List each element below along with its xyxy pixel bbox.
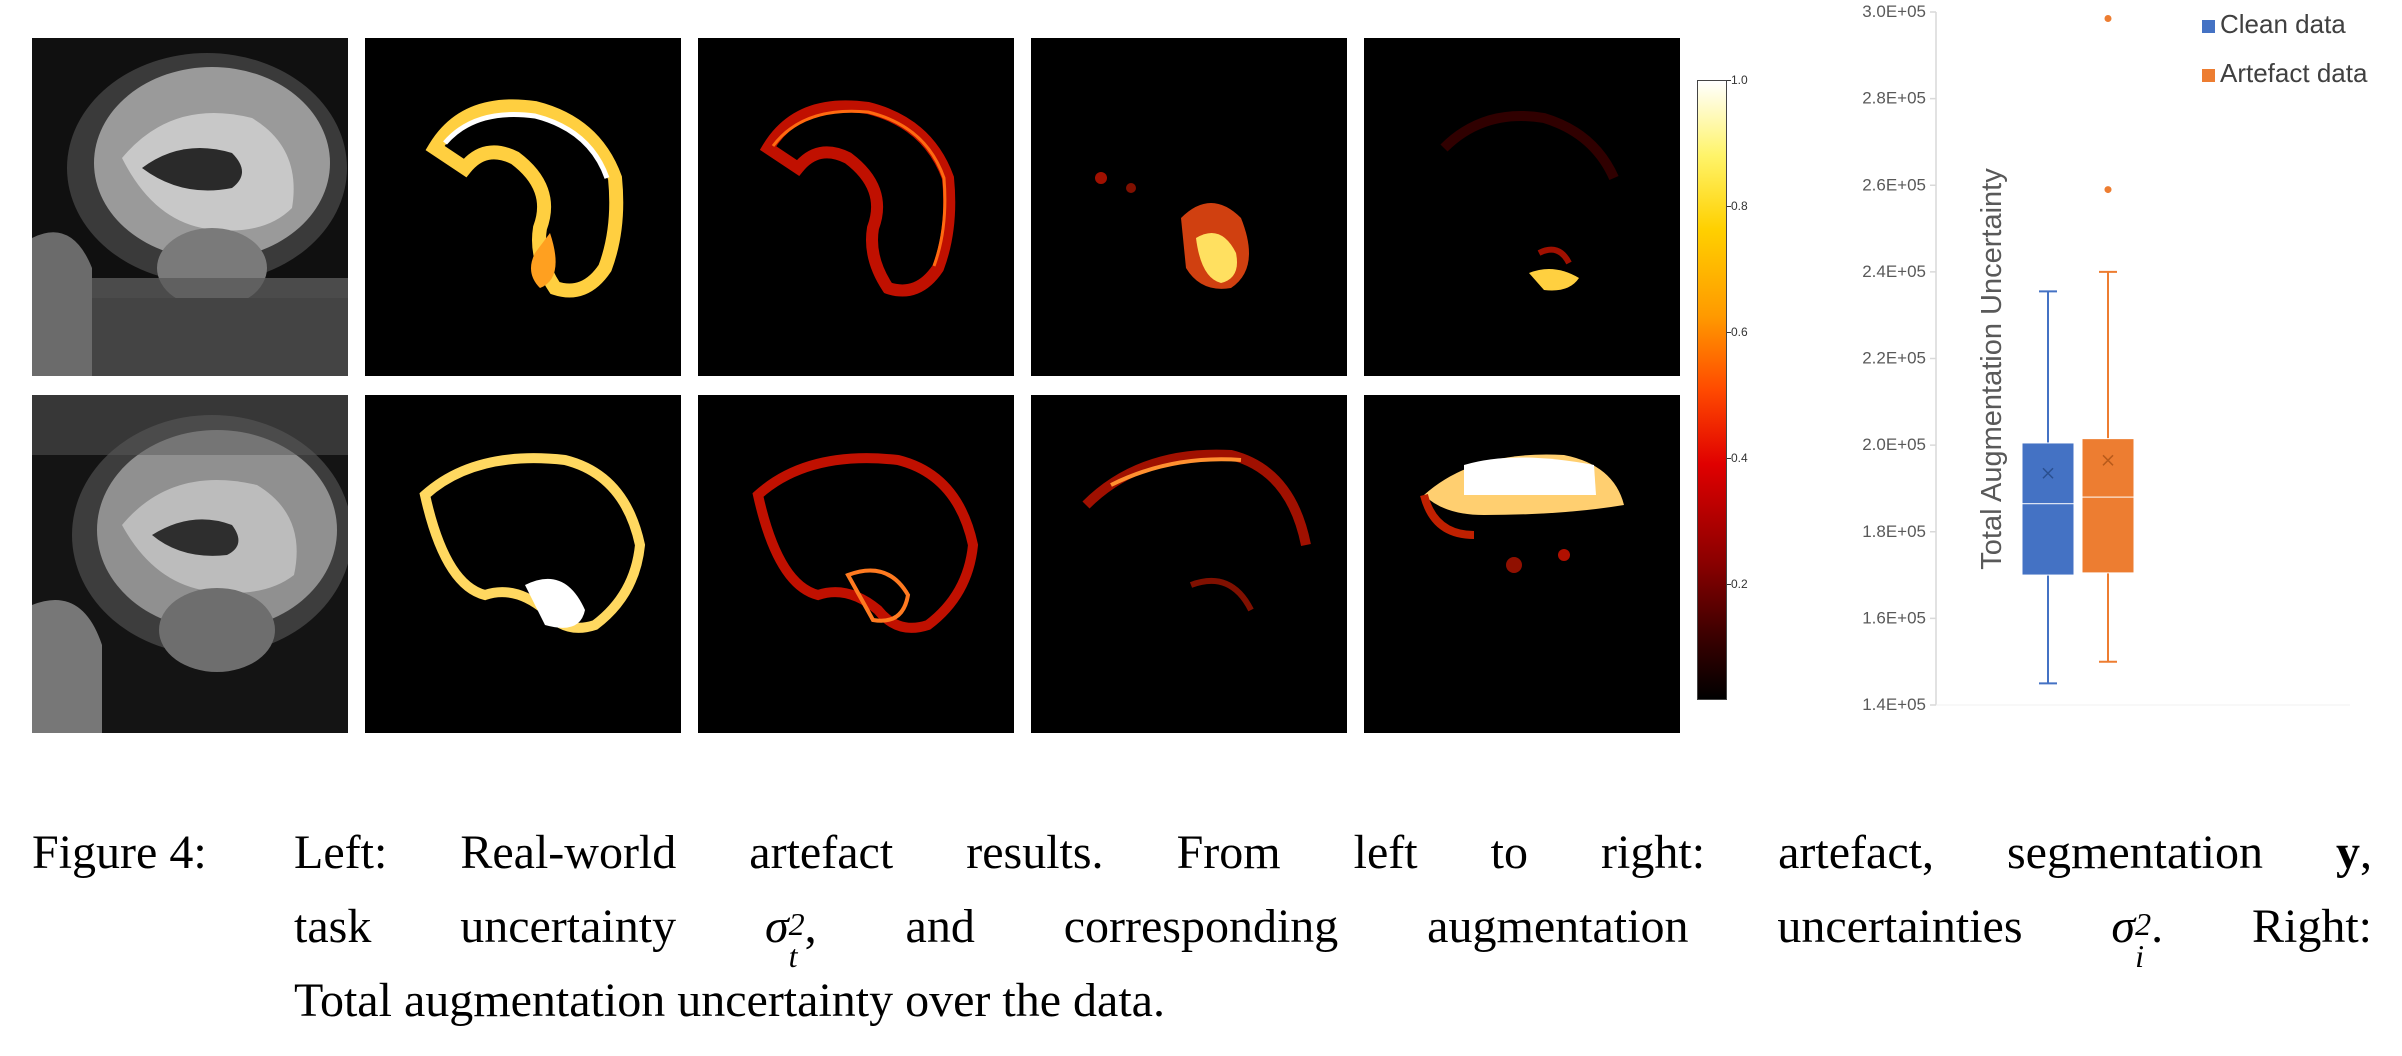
augmentation-uncertainty-map-1-row1 [1031,38,1347,376]
task-uncertainty-map-row2 [698,395,1014,733]
box-mean-marker [2102,454,2114,466]
y-tick-label: 2.2E+05 [1862,349,1926,368]
legend-label: Clean data [2220,9,2346,39]
y-tick-label: 1.8E+05 [1862,522,1926,541]
artefact-mri-image-row2 [32,395,348,733]
box-mean-marker [2042,467,2054,479]
augmentation-uncertainty-map-2-row1 [1364,38,1680,376]
augmentation-uncertainty-map-2-row2 [1364,395,1680,733]
artefact-mri-image-row1 [32,38,348,376]
segmentation-map-row1 [365,38,681,376]
y-tick-label: 3.0E+05 [1862,2,1926,21]
segmentation-symbol: y [2336,826,2360,879]
colorbar-tick-label: 0.2 [1731,577,1748,591]
figure-panels [32,38,1682,738]
legend-label: Artefact data [2220,58,2368,88]
legend-swatch [2202,69,2215,82]
colorbar-tick-mark [1727,80,1731,81]
y-tick-label: 1.4E+05 [1862,695,1926,714]
y-tick-label: 2.6E+05 [1862,175,1926,194]
legend-swatch [2202,20,2215,33]
caption-body: Left: Real-world artefact results. From … [294,816,2372,1038]
augmentation-uncertainty-map-1-row2 [1031,395,1347,733]
box-outlier-point [2104,186,2112,194]
y-tick-label: 2.4E+05 [1862,262,1926,281]
colorbar-tick-label: 0.4 [1731,451,1748,465]
y-tick-label: 1.6E+05 [1862,608,1926,627]
caption-line-3: Total augmentation uncertainty over the … [294,974,1165,1027]
box-iqr-artefact [2081,438,2135,574]
segmentation-map-row2 [365,395,681,733]
y-tick-label: 2.0E+05 [1862,435,1926,454]
colorbar-tick-mark [1727,206,1731,207]
box-outlier-point [2104,14,2112,22]
colorbar-tick-label: 0.8 [1731,199,1748,213]
colorbar [1697,80,1727,700]
box-plot-chart: 1.4E+05 1.6E+05 1.8E+05 2.0E+05 2.2E+05 2.4E+… [1790,0,2402,740]
colorbar-tick-mark [1727,584,1731,585]
colorbar-tick-label: 0.6 [1731,325,1748,339]
colorbar-tick-mark [1727,332,1731,333]
task-uncertainty-map-row1 [698,38,1014,376]
figure-label: Figure 4: [32,826,207,879]
caption-line-1: Left: Real-world artefact results. From … [294,826,2372,879]
colorbar-tick-mark [1727,458,1731,459]
colorbar-tick-label: 1.0 [1731,73,1748,87]
y-tick-label: 2.8E+05 [1862,89,1926,108]
box-plot-svg: 1.4E+05 1.6E+05 1.8E+05 2.0E+05 2.2E+05 2.4E+… [1862,2,2368,714]
box-iqr-clean [2021,442,2075,576]
